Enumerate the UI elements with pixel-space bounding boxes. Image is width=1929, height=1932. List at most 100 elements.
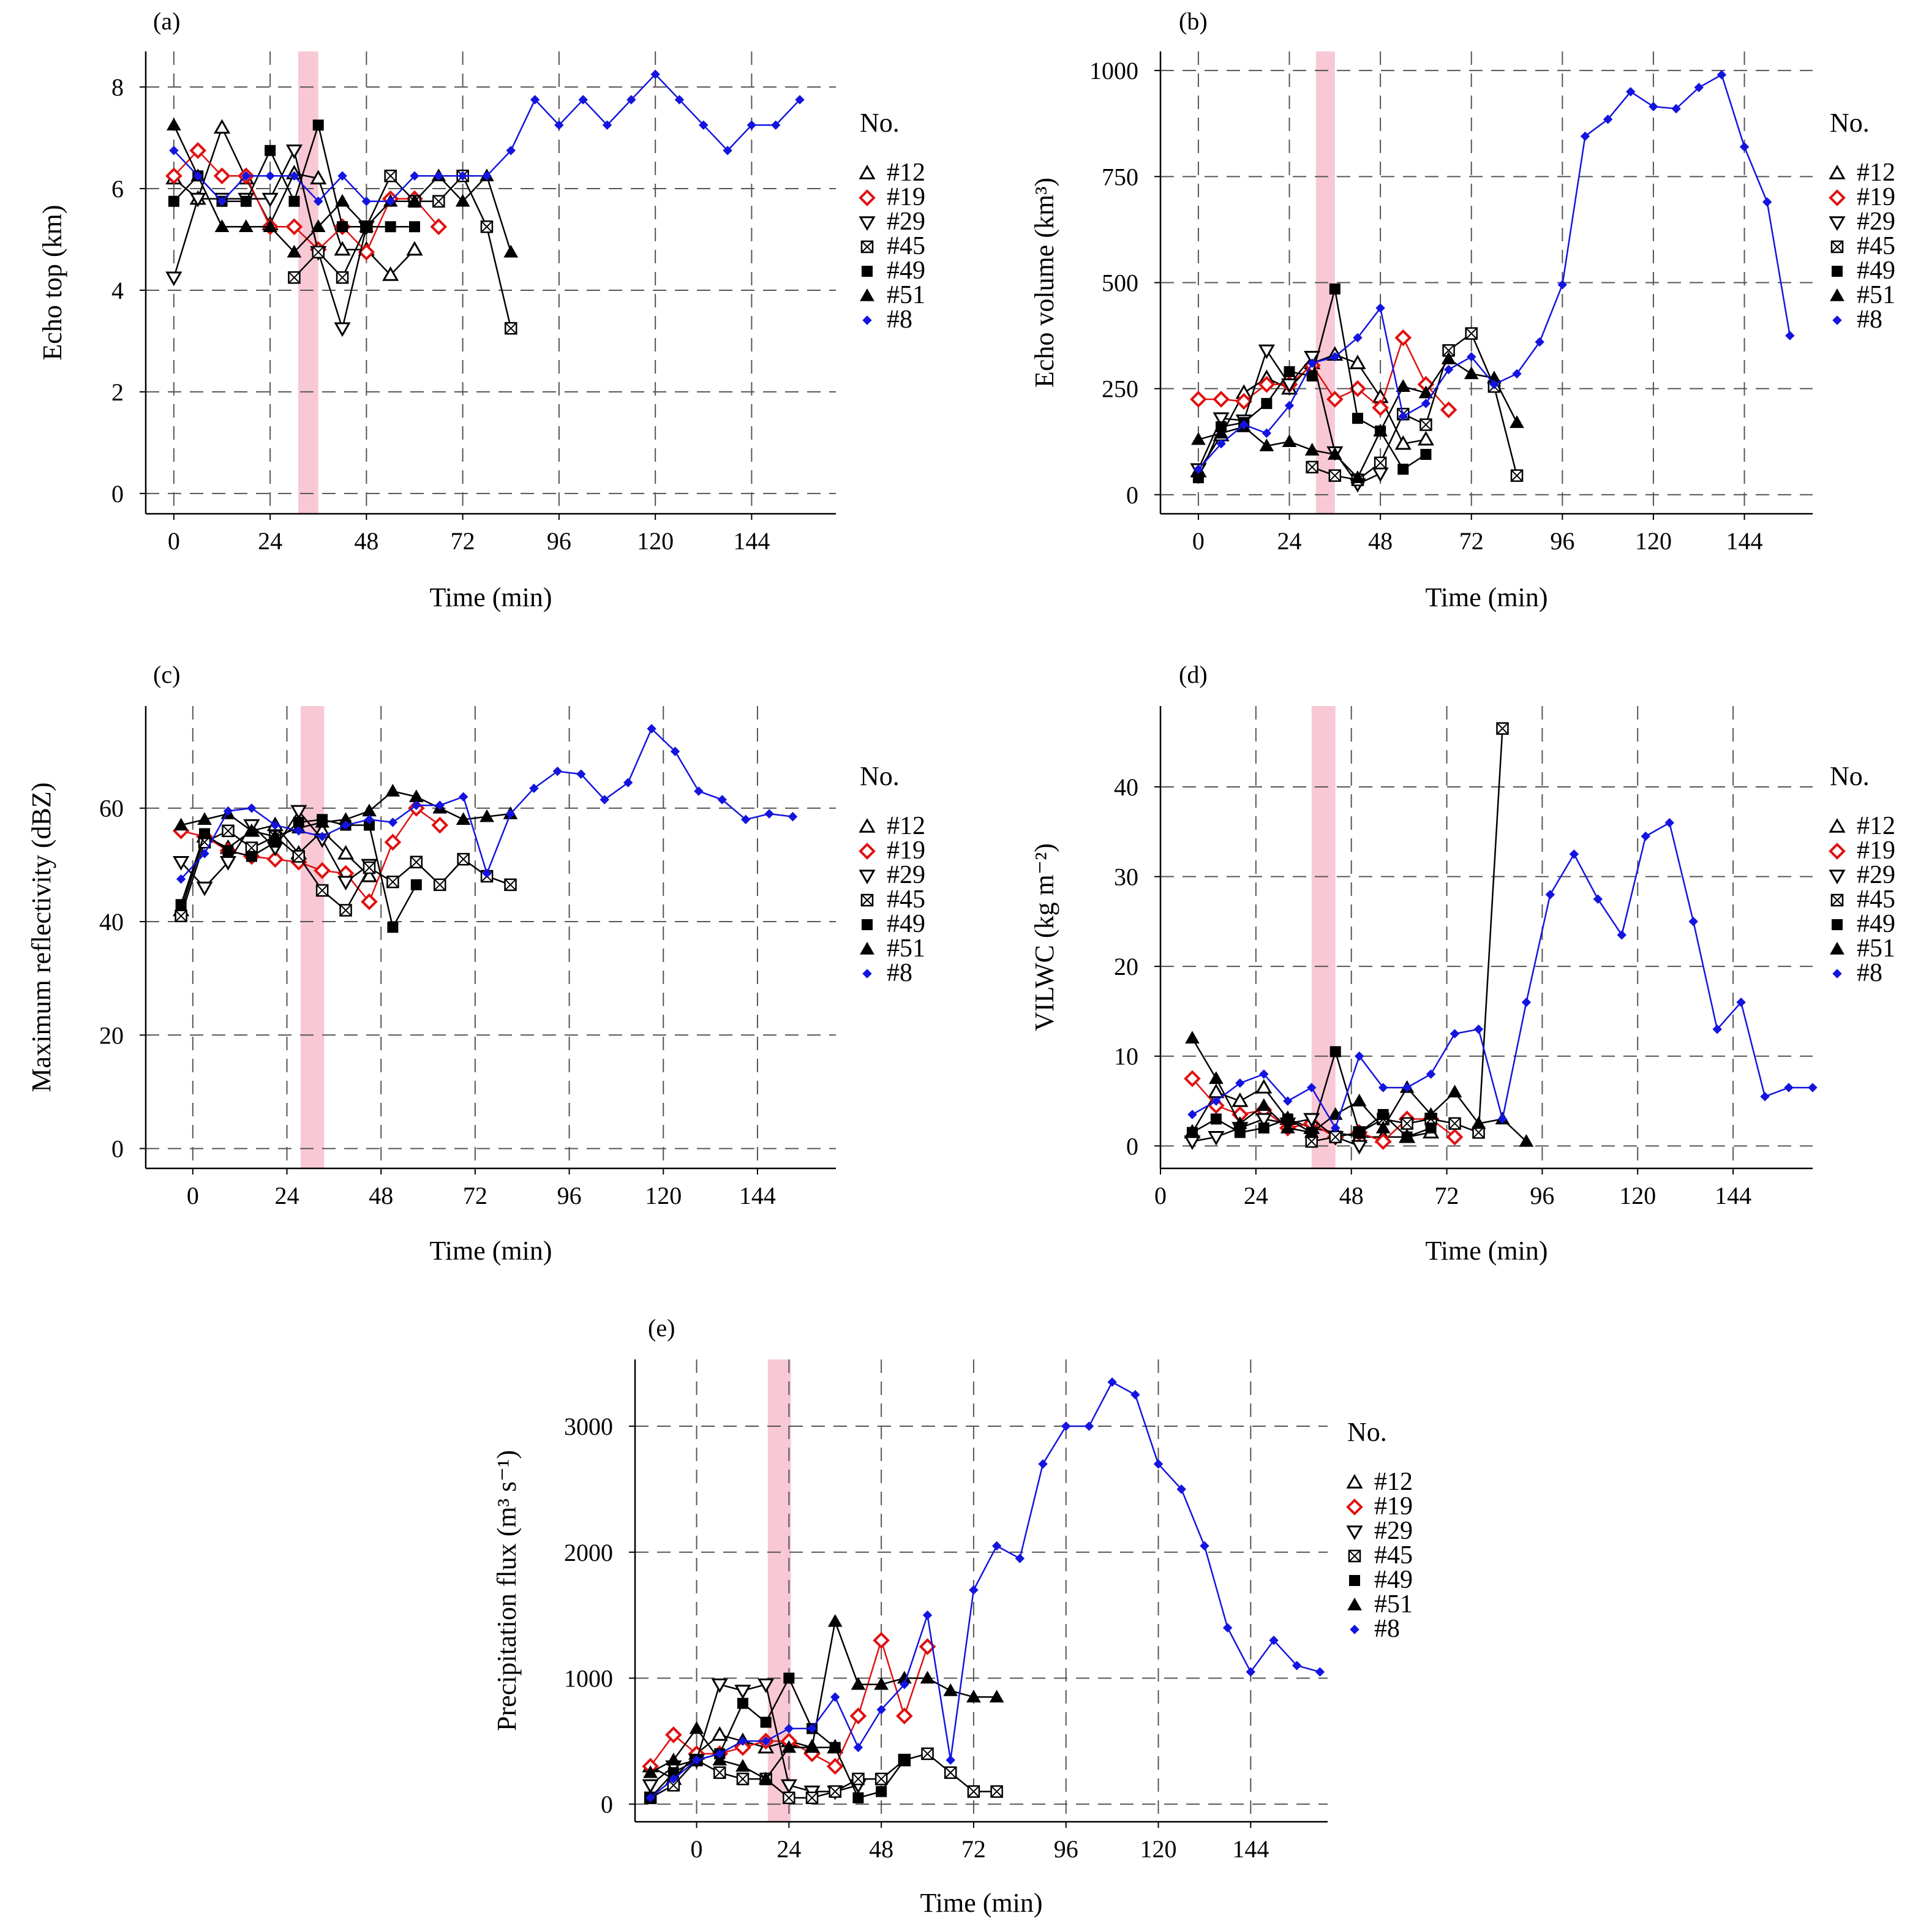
marker-cross <box>410 856 423 868</box>
legend-marker <box>1829 843 1846 860</box>
series-8 <box>1194 70 1795 474</box>
data-point <box>175 909 187 923</box>
data-point <box>361 893 378 911</box>
y-axis-label: Precipitation flux (m³ s⁻¹) <box>492 1450 522 1731</box>
data-point <box>781 1740 797 1753</box>
legend-marker <box>1346 1473 1363 1489</box>
marker-cross <box>990 1785 1003 1798</box>
data-point <box>268 829 283 842</box>
panel-label: (b) <box>1179 7 1208 35</box>
legend-entry: #51 <box>1374 1590 1413 1618</box>
data-point <box>665 1726 682 1743</box>
data-point <box>1185 1031 1200 1044</box>
data-point <box>384 170 397 182</box>
data-point <box>991 1541 1002 1551</box>
legend-entry: #51 <box>1857 934 1895 963</box>
data-point <box>650 69 660 80</box>
data-point <box>1258 1122 1269 1134</box>
x-tick-label: 48 <box>354 527 378 555</box>
data-point <box>1784 1083 1794 1092</box>
marker-cross <box>1306 461 1318 473</box>
y-tick-label: 20 <box>1114 953 1138 980</box>
legend-entry: #8 <box>887 306 912 334</box>
data-point <box>758 1678 775 1693</box>
data-point <box>1423 1107 1438 1120</box>
data-point <box>643 1765 658 1778</box>
legend-title: No. <box>1830 761 1870 791</box>
data-point <box>197 812 212 825</box>
data-point <box>455 194 470 207</box>
legend-entry: #12 <box>887 812 925 840</box>
data-point <box>1694 83 1704 92</box>
data-point <box>359 219 374 232</box>
legend-marker <box>1832 969 1842 979</box>
y-tick-label: 40 <box>1114 773 1138 801</box>
legend: No. #12#19#29#45#49#51#8 <box>859 761 925 987</box>
data-point <box>238 219 254 232</box>
y-tick-label: 4 <box>111 277 124 304</box>
data-point <box>1255 1079 1273 1094</box>
data-point <box>213 167 231 185</box>
data-point <box>1497 1114 1508 1124</box>
marker-cross <box>852 1773 865 1785</box>
data-point <box>364 814 374 824</box>
y-tick-label: 2000 <box>564 1539 613 1566</box>
data-point <box>1375 303 1385 313</box>
marker-cross <box>1329 1130 1342 1143</box>
legend-entry: #45 <box>887 232 925 260</box>
data-point <box>1292 1661 1302 1671</box>
data-point <box>711 1678 728 1693</box>
x-tick-label: 144 <box>1726 527 1763 555</box>
x-tick-label: 144 <box>733 527 770 555</box>
marker-cross <box>1419 418 1432 431</box>
data-point <box>430 218 448 236</box>
data-point <box>669 1774 679 1784</box>
legend-marker <box>859 818 876 833</box>
data-point <box>247 803 257 813</box>
data-point <box>741 814 751 824</box>
legend-entry: #8 <box>887 959 912 987</box>
data-point <box>623 778 633 787</box>
x-axis-label: Time (min) <box>1425 1236 1547 1266</box>
x-tick-label: 72 <box>451 527 475 555</box>
data-point <box>217 197 227 206</box>
data-point <box>312 119 324 131</box>
data-point <box>851 1677 866 1690</box>
x-axis-label: Time (min) <box>920 1888 1042 1918</box>
legend-marker <box>859 870 876 885</box>
data-point <box>554 120 564 130</box>
legend-entry: #51 <box>887 934 925 963</box>
y-tick-label: 30 <box>1114 863 1138 891</box>
data-point <box>409 221 421 233</box>
data-point <box>176 874 186 884</box>
data-point <box>1153 1459 1164 1469</box>
data-point <box>1419 418 1432 431</box>
data-point <box>287 244 302 258</box>
marker-cross <box>1831 241 1843 253</box>
data-point <box>873 1631 890 1649</box>
data-point <box>576 769 586 779</box>
data-point <box>642 1779 659 1794</box>
marker-cross <box>1442 344 1455 357</box>
data-point <box>734 1685 751 1700</box>
data-point <box>944 1766 957 1780</box>
x-axis-label: Time (min) <box>1425 582 1547 612</box>
data-point <box>384 833 402 851</box>
data-point <box>1213 391 1230 408</box>
marker-cross <box>861 241 873 253</box>
data-point <box>1420 449 1432 460</box>
data-point <box>479 809 494 822</box>
data-point <box>717 795 728 805</box>
data-point <box>1465 327 1478 340</box>
data-point <box>795 95 805 105</box>
data-point <box>712 1753 728 1765</box>
x-tick-label: 120 <box>645 1182 682 1209</box>
data-point <box>168 195 179 207</box>
marker-cross <box>336 271 348 284</box>
marker-cross <box>1448 1117 1461 1130</box>
data-point <box>711 1726 728 1741</box>
x-tick-label: 72 <box>961 1835 986 1863</box>
x-tick-label: 96 <box>1054 1835 1078 1863</box>
data-point <box>1641 831 1650 841</box>
x-tick-label: 144 <box>739 1182 776 1209</box>
